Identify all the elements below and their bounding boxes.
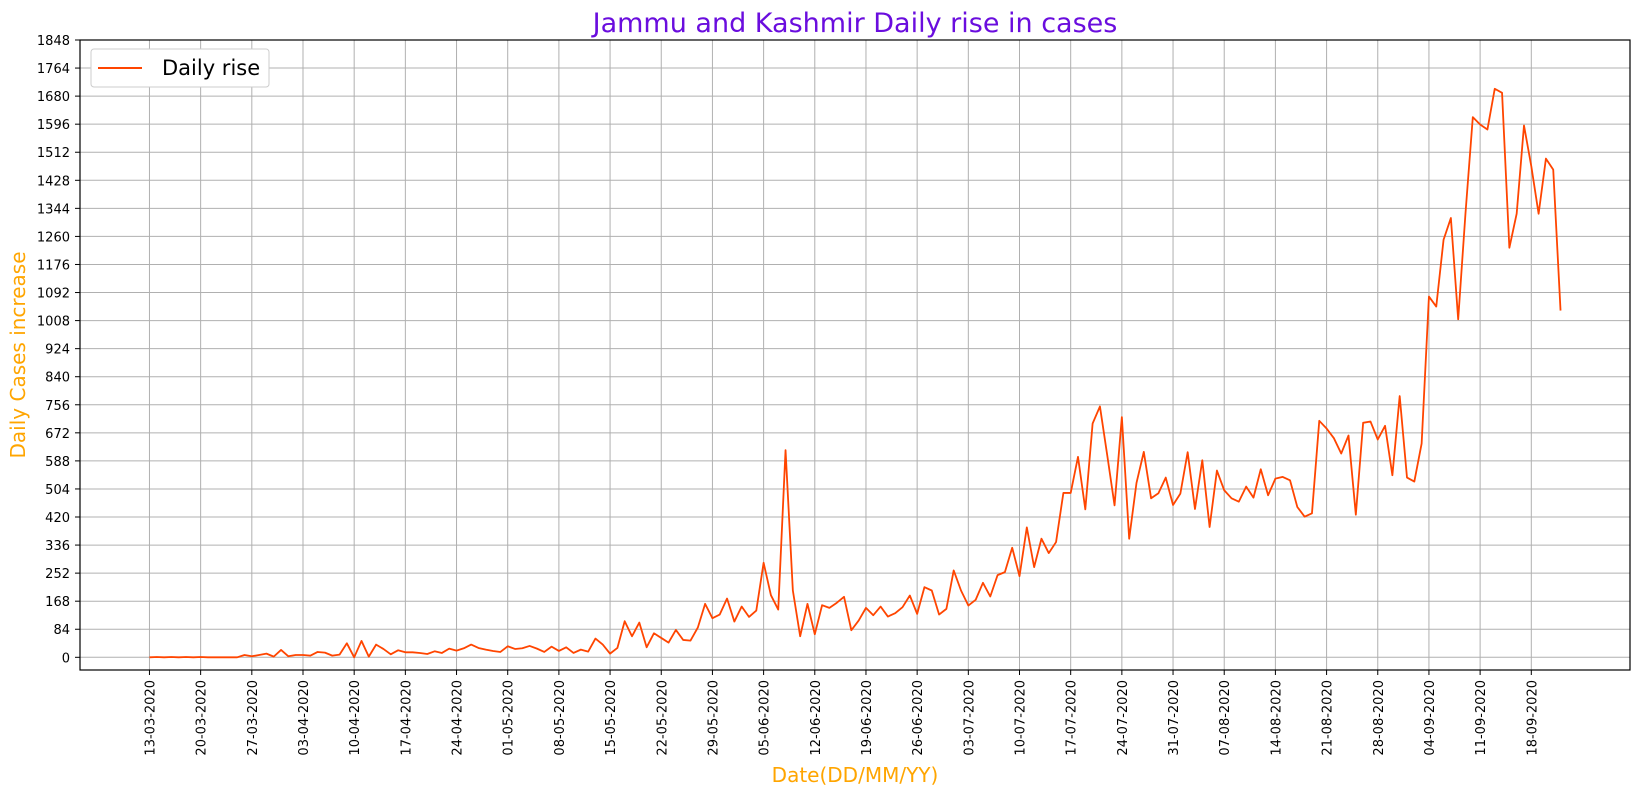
x-tick-label: 07-08-2020 (1218, 680, 1233, 756)
y-tick-label: 336 (45, 539, 70, 554)
x-tick-label: 15-05-2020 (604, 680, 619, 756)
x-tick-label: 10-04-2020 (348, 680, 363, 756)
x-tick-label: 01-05-2020 (502, 680, 517, 756)
series-line-daily-rise (149, 87, 1562, 659)
y-tick-label: 420 (45, 511, 70, 526)
x-tick-label: 24-07-2020 (1116, 680, 1131, 756)
x-tick-label: 04-09-2020 (1423, 680, 1438, 756)
legend: Daily rise (90, 48, 270, 88)
y-tick-label: 84 (53, 623, 70, 638)
y-tick-label: 840 (45, 371, 70, 386)
x-tick-label: 11-09-2020 (1474, 680, 1489, 756)
y-tick-label: 1596 (37, 118, 70, 133)
y-axis-ticks: 0 84 168 252 336 420 504 588 672 756 840 924 1008 109… (37, 34, 80, 666)
legend-label-daily-rise: Daily rise (162, 56, 260, 80)
y-tick-label: 588 (45, 455, 70, 470)
x-tick-label: 05-06-2020 (758, 680, 773, 756)
x-tick-label: 31-07-2020 (1167, 680, 1182, 756)
y-tick-label: 1848 (37, 34, 70, 49)
y-tick-label: 1764 (37, 62, 70, 77)
y-tick-label: 1176 (37, 258, 70, 273)
x-tick-label: 17-04-2020 (399, 680, 414, 756)
x-tick-label: 28-08-2020 (1372, 680, 1387, 756)
x-tick-label: 21-08-2020 (1321, 680, 1336, 756)
y-tick-label: 924 (45, 343, 70, 358)
x-tick-label: 10-07-2020 (1014, 680, 1029, 756)
y-tick-label: 252 (45, 567, 70, 582)
y-tick-label: 1260 (37, 230, 70, 245)
y-tick-label: 1344 (37, 202, 70, 217)
x-tick-label: 03-07-2020 (962, 680, 977, 756)
x-tick-label: 24-04-2020 (451, 680, 466, 756)
x-tick-label: 14-08-2020 (1269, 680, 1284, 756)
y-tick-label: 1680 (37, 90, 70, 105)
y-tick-label: 168 (45, 595, 70, 610)
chart-title: Jammu and Kashmir Daily rise in cases (591, 8, 1118, 39)
x-tick-label: 27-03-2020 (246, 680, 261, 756)
y-axis-label: Daily Cases increase (6, 252, 30, 459)
y-tick-label: 756 (45, 399, 70, 414)
y-tick-label: 1092 (37, 287, 70, 302)
y-tick-label: 0 (62, 651, 70, 666)
x-tick-label: 29-05-2020 (706, 680, 721, 756)
x-tick-label: 13-03-2020 (143, 680, 158, 756)
grid-lines (80, 39, 1630, 670)
plot-frame (79, 39, 1631, 671)
x-tick-label: 08-05-2020 (553, 680, 568, 756)
x-tick-label: 18-09-2020 (1525, 680, 1540, 756)
x-axis-label: Date(DD/MM/YY) (772, 763, 939, 787)
series-layer (149, 87, 1562, 659)
x-tick-label: 26-06-2020 (911, 680, 926, 756)
x-tick-label: 20-03-2020 (195, 680, 210, 756)
y-tick-label: 1008 (37, 315, 70, 330)
x-tick-label: 03-04-2020 (297, 680, 312, 756)
x-tick-label: 19-06-2020 (860, 680, 875, 756)
legend-box (90, 48, 270, 88)
x-tick-label: 17-07-2020 (1065, 680, 1080, 756)
y-tick-label: 1512 (37, 146, 70, 161)
y-tick-label: 1428 (37, 174, 70, 189)
y-tick-label: 504 (45, 483, 70, 498)
x-axis-ticks: 13-03-2020 20-03-2020 27-03-2020 03-04-2020… (143, 670, 1540, 756)
x-tick-label: 22-05-2020 (655, 680, 670, 756)
x-tick-label: 12-06-2020 (809, 680, 824, 756)
y-tick-label: 672 (45, 427, 70, 442)
